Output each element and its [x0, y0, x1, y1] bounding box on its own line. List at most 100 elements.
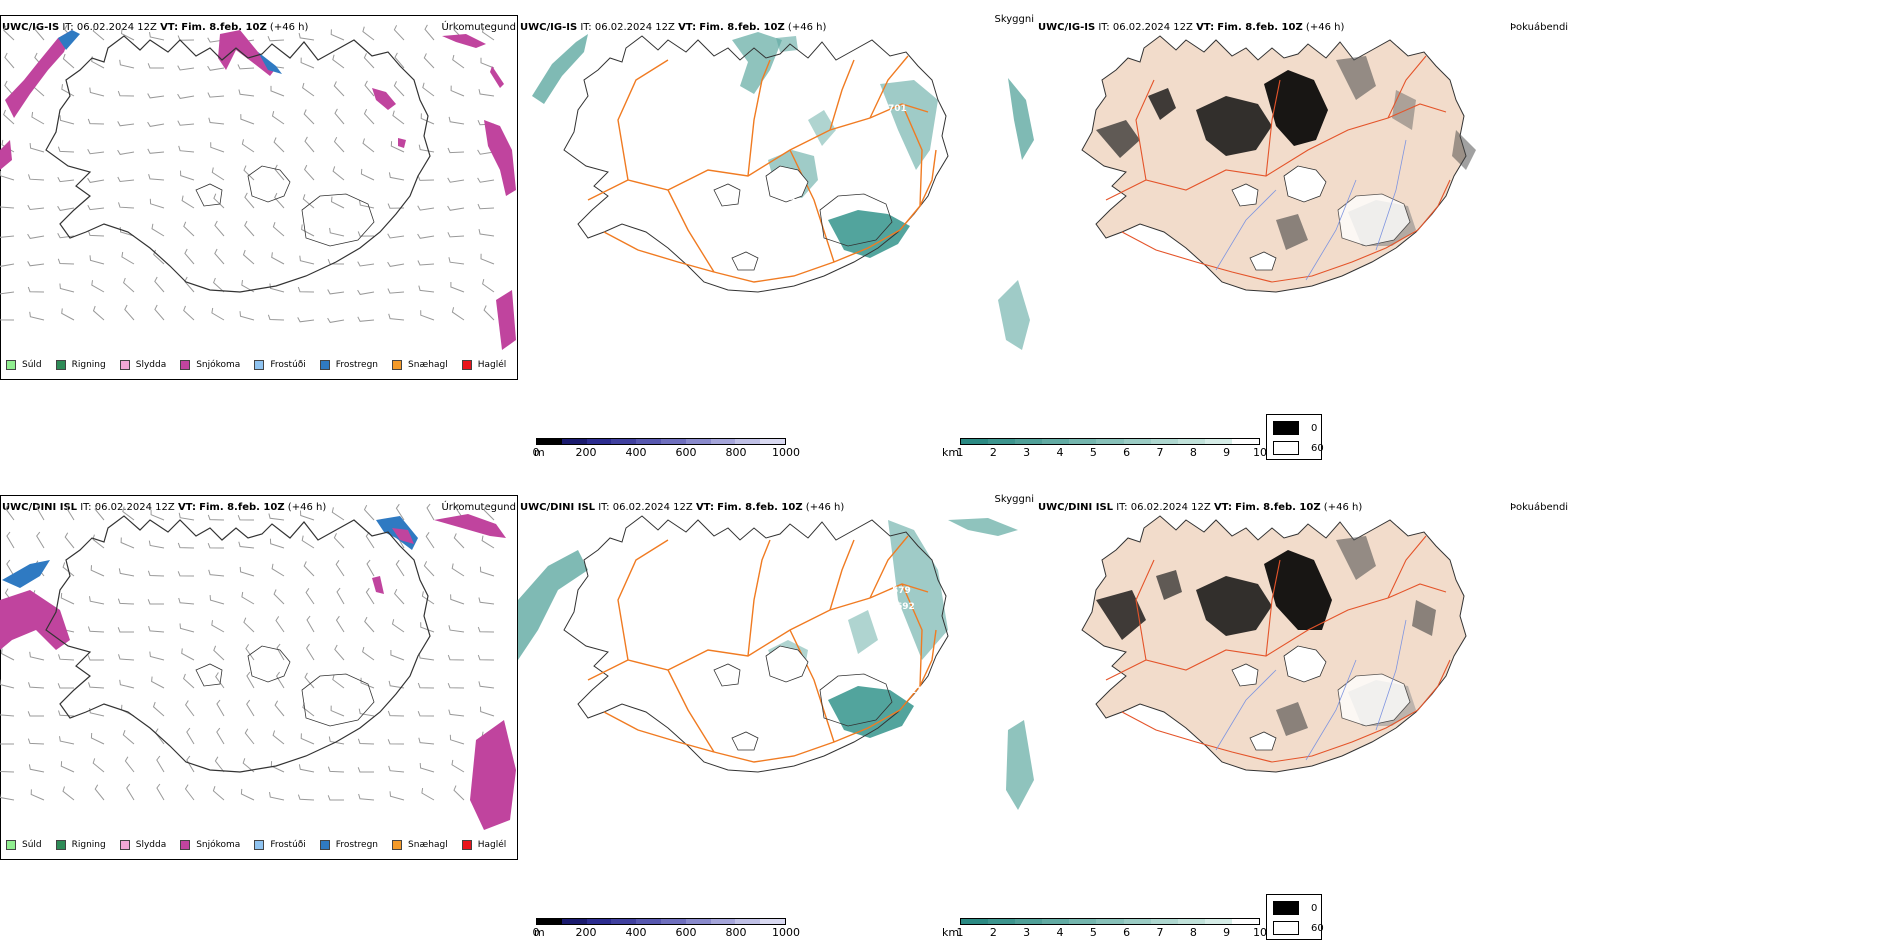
wind-barb [327, 289, 345, 295]
scale-tick-label: 0 [532, 926, 540, 939]
wind-barb [269, 538, 285, 549]
wind-barb [29, 311, 45, 321]
wind-barb [275, 671, 285, 689]
lead-time: (+46 h) [269, 22, 309, 33]
wind-barb [306, 615, 315, 633]
wind-barb [388, 313, 405, 321]
wind-barb [117, 149, 135, 155]
colorbar-cell [685, 919, 711, 924]
panel-header: UWC/DINI ISL IT: 06.02.2024 12Z VT: Fim.… [1038, 502, 1362, 514]
colorbar-cell [660, 919, 686, 924]
wind-barb [477, 203, 495, 210]
it-label: IT: [598, 502, 610, 513]
wind-barb [392, 110, 405, 125]
legend-swatch [254, 360, 265, 370]
it-label: IT: [1116, 502, 1128, 513]
wind-barb [477, 654, 495, 661]
wind-barb [87, 655, 104, 661]
wind-barb [31, 111, 45, 125]
wind-barb [87, 177, 105, 183]
wind-barb [3, 25, 15, 41]
panel-header: UWC/IG-IS IT: 06.02.2024 12Z VT: Fim. 8.… [520, 22, 826, 34]
model-name: UWC/IG-IS [1038, 22, 1096, 33]
wind-barb [423, 561, 435, 577]
scale-tick-label: 8 [1189, 926, 1197, 939]
wind-barb [62, 562, 75, 577]
field-label: Úrkomutegund [441, 22, 516, 33]
wind-barb [478, 597, 495, 605]
fog-map [1081, 515, 1467, 773]
legend-label: Haglél [477, 360, 507, 370]
colorbar-cell [586, 439, 612, 444]
wind-barb [241, 280, 255, 293]
fog-legend-label: 0 [1311, 422, 1318, 434]
wind-barb [425, 532, 435, 549]
wind-barb [305, 643, 315, 661]
wind-barb [124, 756, 135, 773]
colorbar-cell [1096, 919, 1124, 924]
wind-barb [271, 252, 285, 265]
wind-barb [298, 32, 315, 41]
wind-barb [331, 507, 345, 521]
wind-barb [305, 588, 315, 605]
wind-barb [332, 674, 345, 689]
wind-barb [334, 644, 345, 661]
wind-barb [394, 588, 405, 605]
fog-swatch [1273, 901, 1299, 915]
colorbar-cell [710, 439, 736, 444]
wind-barb [479, 566, 495, 577]
scale-tick-label: 4 [1056, 926, 1064, 939]
distance-colorbar [960, 438, 1260, 445]
wind-barb [0, 263, 15, 267]
wind-barb [119, 59, 135, 69]
wind-barb [327, 795, 344, 801]
wind-barb [210, 142, 225, 153]
wind-barb [244, 192, 255, 209]
wind-barb [87, 230, 105, 237]
wind-barb [36, 531, 45, 549]
wind-barb [213, 645, 225, 661]
colorbar-cell [660, 439, 686, 444]
wind-barb [58, 710, 75, 717]
vt-value: Fim. 8.feb. 10Z [699, 22, 785, 33]
wind-barb [214, 220, 225, 237]
it-label: IT: [62, 22, 74, 33]
model-name: UWC/DINI ISL [2, 502, 78, 513]
wind-barb [330, 196, 345, 209]
wind-barb [267, 314, 285, 321]
wind-barb [332, 54, 345, 69]
wind-barb [60, 592, 75, 605]
legend-swatch [180, 360, 191, 370]
legend-label: Súld [22, 360, 42, 370]
colorbar-cell [735, 919, 761, 924]
wind-barb [148, 174, 165, 181]
legend-label: Snjókoma [196, 840, 241, 850]
visibility-value: 207 [790, 198, 809, 208]
wind-barb [150, 509, 165, 521]
wind-barb [394, 52, 405, 69]
wind-barb [447, 232, 465, 238]
wind-barb [448, 709, 465, 717]
wind-barb [480, 57, 495, 69]
wind-barb [270, 761, 285, 773]
wind-barb [450, 85, 465, 97]
it-label: IT: [580, 22, 592, 33]
it-value: 06.02.2024 12Z [612, 502, 693, 513]
wind-barb [417, 205, 435, 211]
wind-barb [239, 311, 255, 321]
wind-barb [208, 117, 225, 125]
scale-tick-label: 800 [725, 926, 747, 939]
wind-barb [6, 559, 15, 577]
wind-barb [357, 738, 375, 745]
wind-barb [0, 769, 15, 773]
legend-swatch [319, 840, 330, 850]
wind-barb [482, 278, 495, 293]
wind-barb [5, 504, 15, 521]
legend-label: Frostregn [335, 360, 379, 370]
colorbar-cell [537, 919, 562, 924]
legend-swatch [119, 840, 130, 850]
wind-barb [363, 108, 375, 125]
colorbar-cell [636, 439, 661, 444]
wind-barb [302, 82, 315, 97]
wind-barb [246, 671, 255, 689]
